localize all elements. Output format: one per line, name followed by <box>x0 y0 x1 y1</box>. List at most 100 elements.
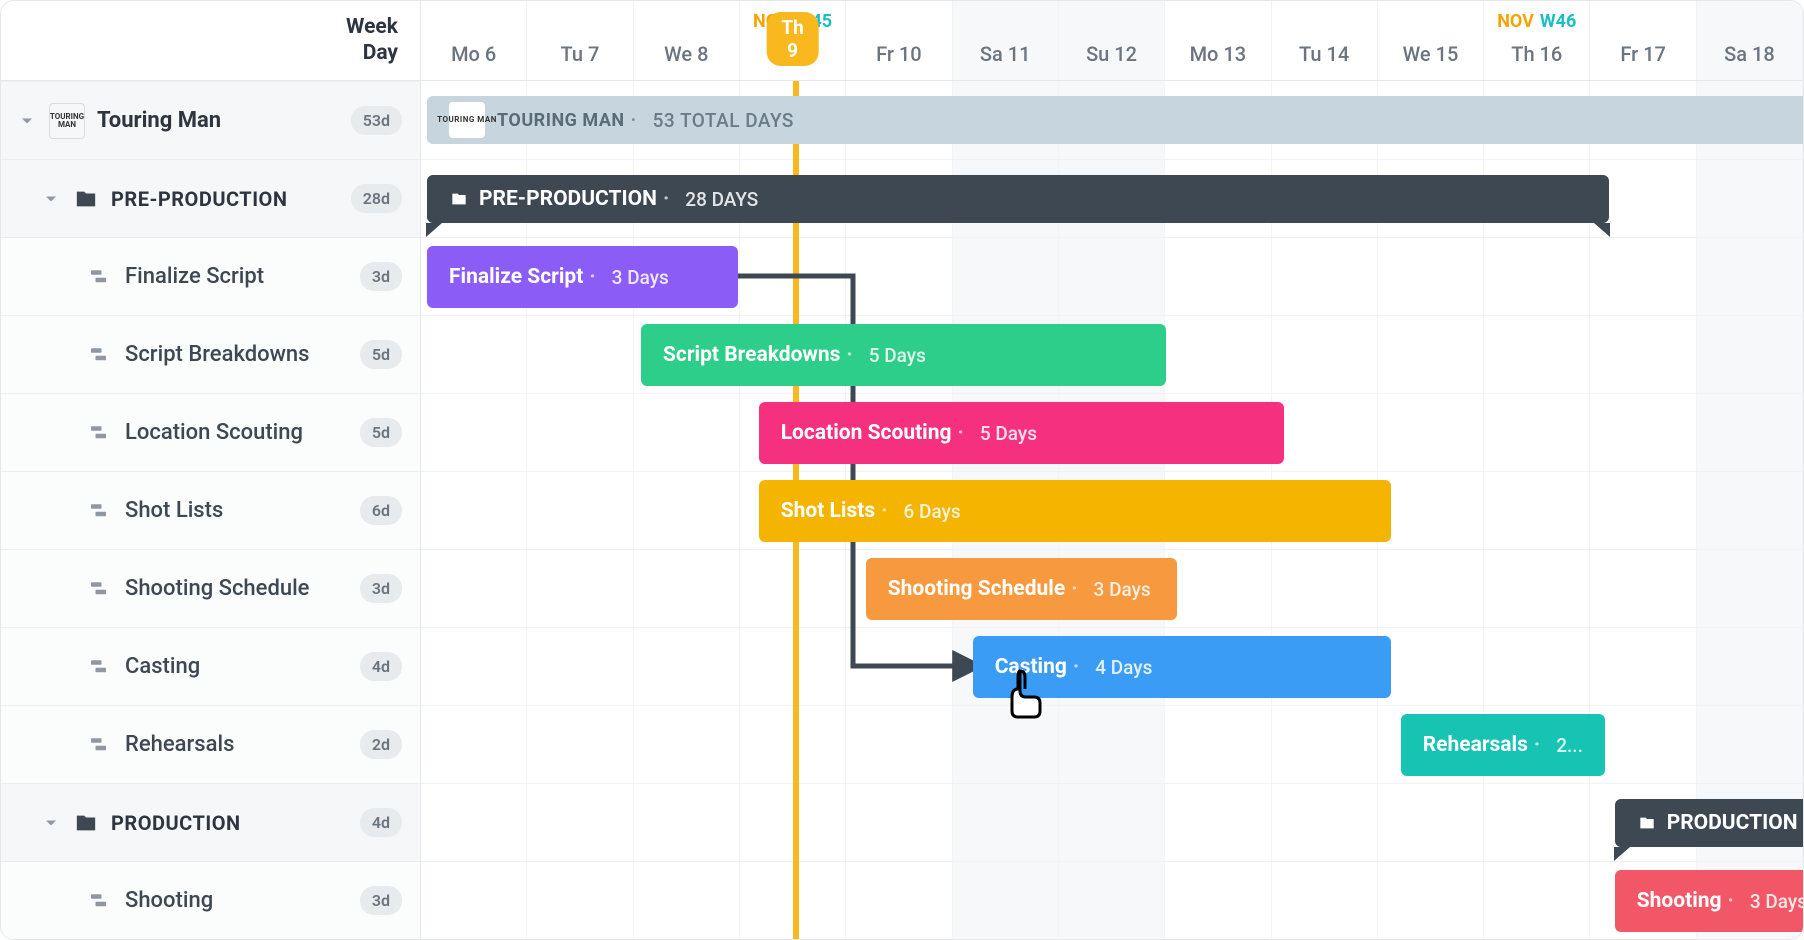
task-label: Location Scouting <box>125 420 303 445</box>
day-label: Tu 14 <box>1272 42 1377 66</box>
task-icon <box>87 420 113 446</box>
folder-icon <box>73 186 99 212</box>
task-bar[interactable]: Script Breakdowns·5 Days <box>641 324 1166 386</box>
task-bar[interactable]: Finalize Script·3 Days <box>427 246 738 308</box>
sidebar-task[interactable]: Finalize Script 3d <box>1 237 420 315</box>
task-bar-label: Script Breakdowns <box>663 343 840 367</box>
task-label: Shot Lists <box>125 498 223 523</box>
folder-icon <box>73 810 99 836</box>
task-duration-badge: 2d <box>360 730 402 759</box>
task-bar-label: Shot Lists <box>781 499 875 523</box>
sidebar: Week Day TOURING MAN Touring Man 53d PRE… <box>1 1 421 939</box>
sidebar-task[interactable]: Location Scouting 5d <box>1 393 420 471</box>
timeline-column: Tu 7 <box>527 1 633 80</box>
sidebar-header: Week Day <box>1 1 420 81</box>
task-bar[interactable]: Location Scouting·5 Days <box>759 402 1284 464</box>
sidebar-task[interactable]: Shot Lists 6d <box>1 471 420 549</box>
sidebar-task[interactable]: Script Breakdowns 5d <box>1 315 420 393</box>
header-week-label: Week <box>346 15 398 40</box>
task-bar-days: 5 Days <box>869 344 926 367</box>
task-bar-days: 4 Days <box>1095 656 1152 679</box>
timeline-column: Mo 13 <box>1165 1 1271 80</box>
task-bar-days: 3 Days <box>1094 578 1151 601</box>
chevron-down-icon[interactable] <box>39 811 63 835</box>
task-bar-days: 5 Days <box>980 422 1037 445</box>
phase-label: PRODUCTION <box>111 811 241 835</box>
phase-label: PRE-PRODUCTION <box>111 187 287 211</box>
day-label: Fr 10 <box>846 42 951 66</box>
project-logo: TOURING MAN <box>49 103 85 139</box>
timeline-column: Tu 14 <box>1272 1 1378 80</box>
timeline-column: Fr 10 <box>846 1 952 80</box>
sidebar-task[interactable]: Rehearsals 2d <box>1 705 420 783</box>
timeline-column: Mo 6 <box>421 1 527 80</box>
timeline-column: Su 12 <box>1059 1 1165 80</box>
phase-bar-label: PRE-PRODUCTION <box>479 187 657 211</box>
task-label: Script Breakdowns <box>125 342 310 367</box>
task-bar-label: Location Scouting <box>781 421 952 445</box>
task-icon <box>87 342 113 368</box>
summary-days: 53 TOTAL DAYS <box>653 109 794 132</box>
phase-bar-label: PRODUCTION <box>1667 811 1798 835</box>
week-label: NOVW46 <box>1484 11 1589 32</box>
task-bar-days: 2... <box>1556 734 1583 757</box>
task-icon <box>87 732 113 758</box>
task-bar[interactable]: Shot Lists·6 Days <box>759 480 1391 542</box>
task-label: Rehearsals <box>125 732 234 757</box>
task-bar[interactable]: Shooting Schedule·3 Days <box>866 558 1177 620</box>
timeline-column: We 15 <box>1378 1 1484 80</box>
timeline-rows: TOURING MANTOURING MAN·53 TOTAL DAYS PRE-… <box>421 81 1803 939</box>
app-root: Week Day TOURING MAN Touring Man 53d PRE… <box>0 0 1804 940</box>
sidebar-task[interactable]: Shooting Schedule 3d <box>1 549 420 627</box>
summary-title: TOURING MAN <box>497 110 625 131</box>
project-title: Touring Man <box>97 108 221 133</box>
task-bar-label: Shooting Schedule <box>888 577 1066 601</box>
task-bar[interactable]: Shooting·3 Days <box>1615 870 1803 932</box>
task-icon <box>87 888 113 914</box>
day-label: Th 9 <box>766 12 819 66</box>
day-label: Sa 11 <box>953 42 1058 66</box>
folder-icon <box>449 191 469 207</box>
task-bar-label: Finalize Script <box>449 265 583 289</box>
task-duration-badge: 5d <box>360 340 402 369</box>
sidebar-project-row[interactable]: TOURING MAN Touring Man 53d <box>1 81 420 159</box>
day-label: We 8 <box>634 42 739 66</box>
timeline[interactable]: Mo 6Tu 7We 8NOVW45Th 9Fr 10Sa 11Su 12Mo … <box>421 1 1803 939</box>
pointer-cursor-icon <box>1004 667 1048 719</box>
day-label: We 15 <box>1378 42 1483 66</box>
timeline-column: Sa 18 <box>1697 1 1803 80</box>
phase-bar-days: 28 DAYS <box>685 188 758 211</box>
day-label: Sa 18 <box>1697 42 1802 66</box>
sidebar-phase-preproduction[interactable]: PRE-PRODUCTION 28d <box>1 159 420 237</box>
task-duration-badge: 3d <box>360 262 402 291</box>
project-summary-bar[interactable]: TOURING MANTOURING MAN·53 TOTAL DAYS <box>427 96 1803 144</box>
day-label: Th 16 <box>1484 42 1589 66</box>
phase-bar[interactable]: PRODUCTION·4 DAYS <box>1615 799 1803 847</box>
sidebar-phase-production[interactable]: PRODUCTION 4d <box>1 783 420 861</box>
task-icon <box>87 576 113 602</box>
timeline-column: Sa 11 <box>953 1 1059 80</box>
phase-bar[interactable]: PRE-PRODUCTION·28 DAYS <box>427 175 1609 223</box>
task-bar[interactable]: Rehearsals·2... <box>1401 714 1605 776</box>
task-label: Finalize Script <box>125 264 264 289</box>
day-label: Mo 6 <box>421 42 526 66</box>
timeline-column: NOVW45Th 9 <box>740 1 846 80</box>
timeline-column: Fr 17 <box>1590 1 1696 80</box>
sidebar-task-shooting[interactable]: Shooting 3d <box>1 861 420 939</box>
task-label: Casting <box>125 654 200 679</box>
timeline-column: We 8 <box>634 1 740 80</box>
task-duration-badge: 3d <box>360 574 402 603</box>
task-duration-badge: 3d <box>360 886 402 915</box>
task-bar-days: 6 Days <box>904 500 961 523</box>
chevron-down-icon[interactable] <box>15 109 39 133</box>
chevron-down-icon[interactable] <box>39 187 63 211</box>
day-label: Mo 13 <box>1165 42 1270 66</box>
task-bar-days: 3 Days <box>612 266 669 289</box>
task-icon <box>87 654 113 680</box>
timeline-column: NOVW46 Th 16 <box>1484 1 1590 80</box>
task-duration-badge: 4d <box>360 652 402 681</box>
task-bar-label: Rehearsals <box>1423 733 1528 757</box>
sidebar-task[interactable]: Casting 4d <box>1 627 420 705</box>
task-icon <box>87 264 113 290</box>
task-label: Shooting <box>125 888 213 913</box>
